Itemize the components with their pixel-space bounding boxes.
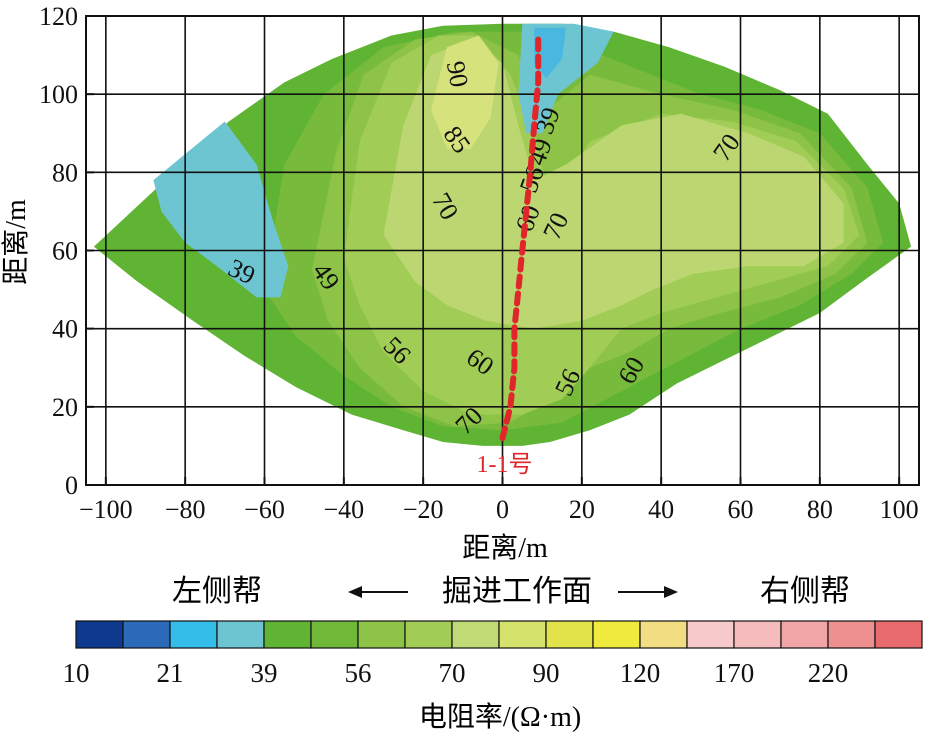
section-line-label: 1-1号 [477,452,533,478]
x-tick-label--60: −60 [244,495,285,524]
direction-left-label: 左侧帮 [172,575,262,608]
y-tick-label-80: 80 [52,158,78,187]
y-tick-label-100: 100 [39,80,78,109]
legend-swatch-8 [451,620,500,649]
x-tick-label--100: −100 [79,495,133,524]
legend-swatch-6 [357,620,406,649]
legend-swatch-12 [639,620,688,649]
y-tick-label-20: 20 [52,393,78,422]
legend-tick-120: 120 [620,658,661,688]
x-tick-label-100: 100 [880,495,919,524]
legend-swatch-13 [686,620,735,649]
y-axis-title: 距离/m [0,199,32,285]
zone-39-6 [153,121,289,298]
zone-21-8 [534,27,566,79]
zone-85-5 [431,35,499,149]
x-tick-label--80: −80 [165,495,206,524]
legend-swatch-1 [122,620,171,649]
legend-tick-220: 220 [808,658,849,688]
legend-swatch-5 [310,620,359,649]
legend-swatch-10 [545,620,594,649]
left-arrow-head [348,586,362,598]
x-axis-title: 距离/m [462,532,548,564]
y-tick-label-60: 60 [52,237,78,266]
legend-swatch-2 [169,620,218,649]
x-tick-label--20: −20 [403,495,444,524]
legend-tick-170: 170 [714,658,755,688]
plot-grid [85,15,920,486]
legend-swatch-0 [75,620,124,649]
legend-tick-21: 21 [157,658,184,688]
legend-swatch-3 [216,620,265,649]
section-line-path [499,36,542,442]
legend-title: 电阻率/(Ω·m) [419,701,581,733]
x-tick-label-40: 40 [648,495,674,524]
direction-right-label: 右侧帮 [760,575,850,608]
legend-swatch-11 [592,620,641,649]
legend-swatch-15 [780,620,829,649]
legend-swatch-4 [263,620,312,649]
color-legend: 10 21 39 56 70 90 120 170 220 [63,620,923,688]
legend-tick-10: 10 [63,658,90,688]
resistivity-zones [93,23,912,446]
section-line: 1-1号 [477,36,542,478]
zone-70-4 [383,39,844,329]
x-tick-label-0: 0 [496,495,509,524]
right-arrow-head [664,586,678,598]
direction-annotation: 左侧帮 掘进工作面 右侧帮 [172,575,850,608]
legend-swatch-9 [498,620,547,649]
legend-swatch-14 [733,620,782,649]
legend-swatch-7 [404,620,453,649]
x-tick-label-80: 80 [807,495,833,524]
legend-tick-39: 39 [251,658,278,688]
x-tick-label-20: 20 [569,495,595,524]
contour-label-90-0: 90 [441,59,474,90]
legend-tick-70: 70 [439,658,466,688]
legend-swatch-16 [827,620,876,649]
y-tick-label-120: 120 [39,2,78,31]
y-tick-label-0: 0 [65,471,78,500]
legend-tick-56: 56 [345,658,372,688]
x-tick-label--40: −40 [323,495,364,524]
x-tick-label-60: 60 [728,495,754,524]
direction-center-label: 掘进工作面 [442,575,592,608]
legend-swatch-17 [874,620,923,649]
y-tick-label-40: 40 [52,315,78,344]
axes: −100 −80 −60 −40 −20 0 20 40 60 80 100 0 20 40 60 80 100… [39,2,919,524]
legend-tick-90: 90 [533,658,560,688]
